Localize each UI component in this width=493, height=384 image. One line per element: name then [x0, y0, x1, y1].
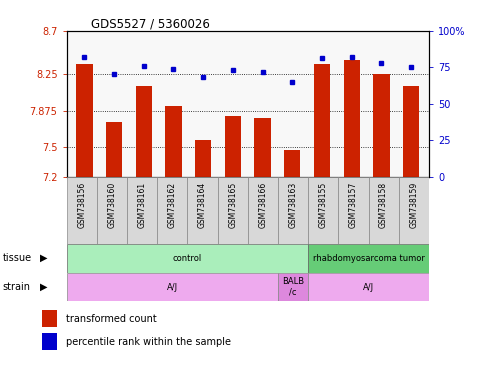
Bar	[165, 106, 181, 177]
Text: rhabdomyosarcoma tumor: rhabdomyosarcoma tumor	[313, 254, 424, 263]
Bar	[308, 244, 429, 273]
Text: GSM738162: GSM738162	[168, 182, 177, 228]
Bar	[278, 273, 308, 301]
Bar	[278, 177, 308, 244]
Text: transformed count: transformed count	[66, 314, 157, 324]
Bar	[136, 86, 152, 177]
Text: A/J: A/J	[363, 283, 374, 291]
Bar	[157, 177, 187, 244]
Text: GSM738164: GSM738164	[198, 182, 207, 228]
Bar	[67, 177, 97, 244]
Bar	[217, 177, 247, 244]
Bar	[338, 177, 369, 244]
Text: GDS5527 / 5360026: GDS5527 / 5360026	[91, 17, 210, 30]
Text: ▶: ▶	[40, 253, 48, 263]
Bar	[254, 118, 271, 177]
Bar	[42, 333, 57, 349]
Text: GSM738159: GSM738159	[409, 182, 419, 228]
Bar	[308, 273, 429, 301]
Bar	[67, 273, 278, 301]
Text: tissue: tissue	[2, 253, 32, 263]
Text: GSM738163: GSM738163	[288, 182, 298, 228]
Text: GSM738165: GSM738165	[228, 182, 237, 228]
Text: strain: strain	[2, 282, 31, 292]
Bar	[76, 64, 93, 177]
Text: BALB
/c: BALB /c	[282, 277, 304, 297]
Bar	[373, 74, 389, 177]
Text: GSM738157: GSM738157	[349, 182, 358, 228]
Bar	[368, 177, 399, 244]
Bar	[399, 177, 429, 244]
Text: ▶: ▶	[40, 282, 48, 292]
Bar	[127, 177, 157, 244]
Bar	[106, 122, 122, 177]
Text: GSM738160: GSM738160	[107, 182, 116, 228]
Bar	[225, 116, 241, 177]
Bar	[314, 64, 330, 177]
Text: GSM738155: GSM738155	[318, 182, 328, 228]
Bar	[67, 244, 308, 273]
Bar	[344, 60, 360, 177]
Bar	[195, 140, 211, 177]
Bar	[187, 177, 217, 244]
Bar	[403, 86, 419, 177]
Text: percentile rank within the sample: percentile rank within the sample	[66, 337, 231, 347]
Bar	[248, 177, 278, 244]
Bar	[97, 177, 127, 244]
Text: A/J: A/J	[167, 283, 178, 291]
Text: GSM738156: GSM738156	[77, 182, 86, 228]
Text: GSM738161: GSM738161	[138, 182, 146, 228]
Bar	[42, 310, 57, 326]
Text: control: control	[173, 254, 202, 263]
Bar	[308, 177, 338, 244]
Text: GSM738166: GSM738166	[258, 182, 267, 228]
Bar	[284, 151, 300, 177]
Text: GSM738158: GSM738158	[379, 182, 388, 228]
